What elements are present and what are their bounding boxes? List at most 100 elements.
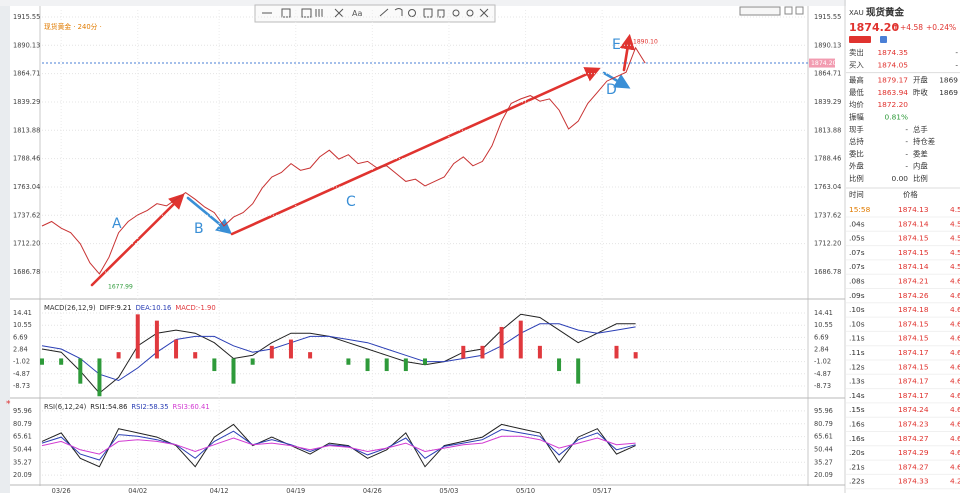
histogram-bar — [308, 352, 313, 359]
x-tick-label: 03/26 — [52, 487, 71, 493]
row-label: 最低 — [849, 88, 864, 97]
wave-label: D — [606, 82, 617, 98]
tick-volume: 4.5 — [950, 205, 960, 214]
row-label: 现手 — [849, 125, 864, 134]
y-tick-label: 1890.13 — [13, 41, 40, 49]
y-tick-label: 1712.20 — [13, 240, 40, 248]
row-value: 0.81% — [885, 113, 908, 122]
y-tick-label: -8.73 — [13, 382, 30, 390]
y-tick-label: 1686.78 — [814, 268, 841, 276]
row-value: 1869 — [939, 88, 958, 97]
y-tick-label: 1864.71 — [814, 70, 841, 78]
price-line — [41, 46, 646, 275]
tick-price: 1874.23 — [898, 420, 929, 429]
tick-volume: 4.5 — [950, 248, 960, 257]
y-tick-label: 80.79 — [13, 420, 32, 428]
low-label: 1677.99 — [108, 284, 133, 291]
panel-header: DEA:10.16 — [136, 304, 172, 312]
top-bar — [0, 0, 960, 6]
row-value: - — [905, 149, 908, 158]
indicator-line — [41, 313, 636, 394]
tick-time: .16s — [849, 434, 865, 443]
trend-arrows — [90, 33, 636, 287]
panel-header: RSI3:60.41 — [173, 403, 210, 411]
tick-price: 1874.14 — [898, 262, 929, 271]
y-tick-label: 1839.29 — [13, 98, 40, 106]
histogram-bar — [614, 345, 619, 359]
row-label: 比例 — [913, 174, 928, 183]
x-tick-label: 04/02 — [128, 487, 147, 493]
x-tick-label: 05/03 — [439, 487, 458, 493]
histogram-bar — [384, 358, 389, 372]
wave-label: E — [612, 37, 621, 53]
row-label: 委差 — [913, 149, 928, 158]
tick-volume: 4.6 — [950, 377, 960, 386]
histogram-bar — [403, 358, 408, 372]
y-tick-label: 20.09 — [13, 471, 32, 479]
drawing-toolbar[interactable]: Aa — [254, 4, 496, 23]
histogram-bar — [59, 358, 64, 365]
change: +4.58 — [900, 23, 923, 32]
tick-time: .07s — [849, 248, 865, 257]
row-value: - — [905, 162, 908, 171]
histogram-bar — [154, 320, 159, 359]
y-tick-label: 1813.88 — [814, 126, 841, 134]
row-value: - — [955, 48, 958, 57]
ticks-header: 时间 — [849, 190, 864, 199]
row-label: 总持 — [849, 137, 864, 146]
indicator-line — [41, 323, 636, 382]
arrow: ↑ — [892, 24, 899, 33]
x-tick-label: 04/19 — [286, 487, 305, 493]
row-value: 1879.17 — [877, 76, 908, 85]
badge — [880, 36, 887, 43]
y-tick-label: 14.41 — [13, 309, 32, 317]
histogram-bar — [633, 352, 638, 359]
row-label: 比例 — [849, 174, 864, 183]
tick-volume: 4.6 — [950, 362, 960, 371]
histogram-bar — [193, 352, 198, 359]
wave-label: A — [112, 216, 122, 232]
y-tick-label: 65.61 — [814, 433, 833, 441]
y-tick-label: -1.02 — [13, 358, 30, 366]
tick-time: .12s — [849, 362, 865, 371]
histogram-bar — [480, 345, 485, 359]
histogram-bar — [250, 358, 255, 365]
y-tick-label: 1763.04 — [814, 183, 841, 191]
top-right-icons[interactable] — [739, 6, 804, 16]
histogram-bar — [499, 326, 504, 359]
row-value: 0.00 — [892, 174, 909, 183]
y-tick-label: 95.96 — [13, 407, 32, 415]
tick-price: 1874.24 — [898, 405, 929, 414]
y-tick-label: 1839.29 — [814, 98, 841, 106]
row-value: 1863.94 — [877, 88, 908, 97]
histogram-bar — [135, 314, 140, 359]
ticks-header: 价格 — [903, 190, 918, 199]
y-tick-label: 14.41 — [814, 309, 833, 317]
symbol: XAU — [849, 9, 864, 17]
y-tick-label: 2.84 — [814, 346, 829, 354]
row-label: 买入 — [849, 60, 864, 69]
row-label: 外盘 — [849, 162, 864, 171]
tick-time: .11s — [849, 334, 865, 343]
y-tick-label: 1915.55 — [13, 13, 40, 21]
histogram-bar — [174, 339, 179, 359]
y-tick-label: 1864.71 — [13, 70, 40, 78]
tick-price: 1874.15 — [898, 319, 929, 328]
tick-time: .14s — [849, 391, 865, 400]
tick-volume: 4.6 — [950, 348, 960, 357]
tick-time: .05s — [849, 234, 865, 243]
y-tick-label: -1.02 — [814, 358, 831, 366]
y-tick-label: -8.73 — [814, 382, 831, 390]
tick-price: 1874.17 — [898, 377, 929, 386]
tick-volume: 4.2 — [950, 477, 960, 486]
tick-price: 1874.15 — [898, 362, 929, 371]
histogram-bar — [365, 358, 370, 372]
row-value: - — [905, 125, 908, 134]
tick-time: .04s — [849, 219, 865, 228]
y-tick-label: -4.87 — [13, 370, 30, 378]
tick-volume: 4.6 — [950, 434, 960, 443]
histogram-bar — [423, 358, 427, 365]
panel-header: DIFF:9.21 — [100, 304, 132, 312]
histogram-bar — [576, 358, 581, 384]
